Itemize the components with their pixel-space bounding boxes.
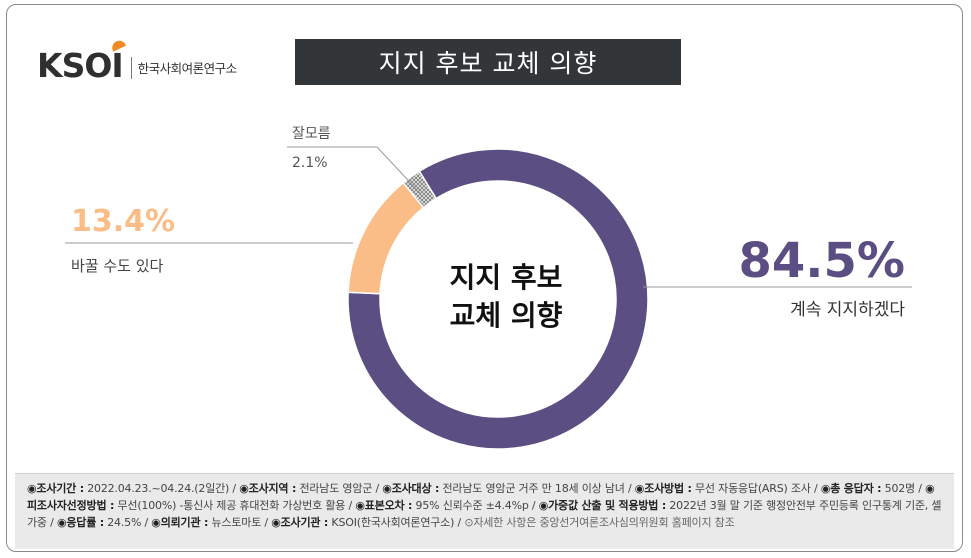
footnote-value: 무선 자동응답(ARS) 조사 / [691, 482, 821, 495]
page-title: 지지 후보 교체 의향 [295, 39, 681, 85]
survey-footnote: ◉조사기간 : 2022.04.23.~04.24.(2일간) / ◉조사지역 … [15, 473, 954, 549]
slice-keep-support [347, 148, 649, 450]
footnote-value: 2022.04.23.~04.24.(2일간) / [83, 482, 240, 495]
category-label-may-change: 바꿀 수도 있다 [71, 257, 164, 275]
footnote-value: 전라남도 영암군 / [296, 482, 383, 495]
footnote-value: 95% 신뢰수준 ±4.4%p / [412, 499, 539, 512]
footnote-key: ◉조사지역 : [239, 482, 297, 495]
footnote-key: ◉의뢰기관 : [151, 516, 209, 529]
footnote-value: 24.5% / [103, 516, 152, 529]
footnote-value: 무선(100%) -통신사 제공 휴대전화 가상번호 활용 / [114, 499, 356, 512]
category-label-keep-support: 계속 지지하겠다 [790, 300, 905, 320]
footnote-key: ◉표본오차 : [355, 499, 413, 512]
slice-may-change [347, 181, 425, 295]
footnote-key: ◉조사기관 : [271, 516, 329, 529]
footnote-value: 전라남도 영암군 거주 만 18세 이상 남녀 / [439, 482, 635, 495]
value-label-keep-support: 84.5% [738, 233, 905, 289]
value-label-may-change: 13.4% [71, 204, 175, 239]
logo-mark: KSOI [37, 38, 126, 82]
footnote-key: ◉조사대상 : [382, 482, 440, 495]
footnote-value: 뉴스토마토 / [208, 516, 272, 529]
center-label-line: 교체 의향 [450, 299, 563, 332]
footnote-key: ◉조사방법 : [634, 482, 692, 495]
footnote-key: ◉조사기간 : [27, 482, 84, 495]
footnote-key: ◉응답률 : [56, 516, 104, 529]
footnote-note: ⊙자세한 사항은 중앙선거여론조사심의위원회 홈페이지 참조 [464, 516, 735, 529]
footnote-key: ◉가중값 산출 및 적용방법 : [538, 499, 667, 512]
leader-line-unknown [287, 146, 421, 194]
footnote-value: KSOI(한국사회여론연구소) / [328, 516, 465, 529]
slice-unknown [402, 170, 438, 209]
center-label-line: 지지 후보 [450, 261, 563, 294]
footnote-key: ◉피조사자선정방법 : [27, 482, 935, 512]
footnote-value: 502명 / [881, 482, 926, 495]
footnote-key: ◉총 응답자 : [820, 482, 882, 495]
footnote-value: 2022년 3월 말 기준 행정안전부 주민등록 인구통계 기준, 셀가중 / [27, 499, 942, 529]
ksoi-logo: KSOI 한국사회여론연구소 [37, 38, 238, 82]
category-label-unknown: 잘모름 [292, 126, 331, 142]
logo-name: 한국사회여론연구소 [137, 61, 238, 76]
value-label-unknown: 2.1% [292, 155, 328, 171]
logo-divider [130, 57, 132, 79]
